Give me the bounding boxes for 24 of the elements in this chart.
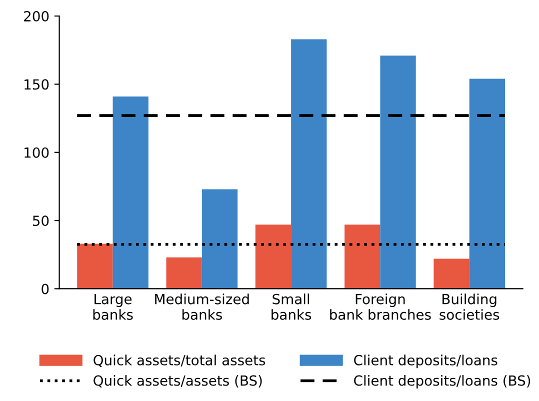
legend-label: Client deposits/loans (BS) [354,375,530,388]
y-tick-label: 50 [32,216,49,226]
legend-label: Quick assets/total assets [94,354,266,368]
bar [166,257,202,289]
bar [344,224,380,289]
y-tick-label: 200 [24,11,49,22]
y-tick-label: 150 [24,79,49,90]
bar [112,96,148,289]
bar [380,56,416,289]
bar [202,189,238,289]
bar [469,78,505,289]
legend-label: Client deposits/loans [354,354,498,368]
x-tick-label: Building societies [440,294,500,320]
y-tick-label: 100 [24,147,49,158]
legend-label: Quick assets/assets (BS) [94,375,262,388]
y-tick-label: 0 [42,284,49,294]
x-tick-label: Large banks [93,294,133,320]
bar [434,258,470,289]
x-tick-label: Foreign bank branches [330,294,431,320]
x-tick-label: Small banks [272,294,312,320]
bar [291,39,327,289]
bar [77,244,113,289]
bar [255,224,292,289]
x-tick-label: Medium-sized banks [155,294,249,320]
